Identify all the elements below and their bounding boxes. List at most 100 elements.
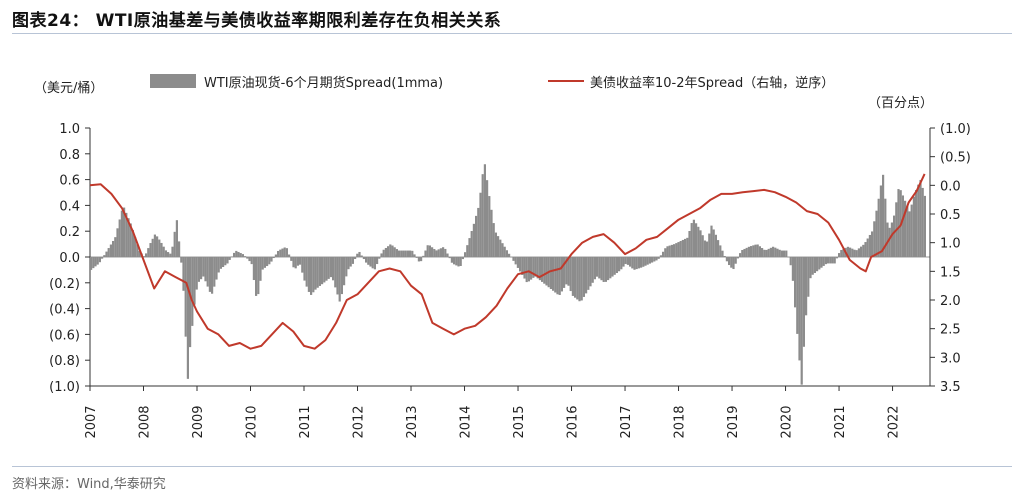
spread-bar bbox=[431, 247, 434, 257]
spread-bar bbox=[340, 257, 343, 295]
spread-bar bbox=[703, 240, 706, 257]
spread-bar bbox=[358, 251, 361, 257]
spread-bar bbox=[684, 238, 687, 257]
spread-bar bbox=[206, 257, 209, 287]
spread-bar bbox=[96, 257, 99, 265]
spread-bar bbox=[442, 247, 445, 257]
spread-bar bbox=[862, 244, 865, 257]
spread-bar bbox=[681, 239, 684, 257]
spread-bar bbox=[439, 248, 442, 257]
spread-bar bbox=[380, 253, 383, 257]
axes: 1.0 0.8 0.6 0.4 0.2 0.0 (0.2) (0.4) (0.6) (0.8) (1… bbox=[49, 122, 971, 439]
spread-bar bbox=[776, 248, 779, 257]
left-axis-tick-label: 1.0 bbox=[59, 122, 80, 137]
legend-bar-swatch bbox=[150, 74, 196, 88]
spread-bar bbox=[615, 257, 618, 274]
spread-bar bbox=[721, 250, 724, 257]
spread-bar bbox=[910, 204, 913, 257]
spread-bar bbox=[813, 257, 816, 273]
spread-bar bbox=[323, 257, 326, 283]
spread-bar bbox=[296, 257, 299, 266]
spread-bar bbox=[424, 250, 427, 257]
spread-bar bbox=[734, 257, 737, 264]
spread-bar bbox=[343, 257, 346, 286]
spread-bar bbox=[156, 236, 159, 257]
spread-bar bbox=[413, 254, 416, 257]
spread-bar bbox=[307, 257, 310, 292]
spread-bar bbox=[587, 257, 590, 290]
spread-bar bbox=[750, 246, 753, 257]
spread-bar bbox=[351, 257, 354, 264]
spread-bar bbox=[829, 257, 832, 264]
spread-bar bbox=[486, 180, 489, 257]
spread-bar bbox=[239, 253, 242, 257]
spread-bar bbox=[481, 174, 484, 257]
spread-bar bbox=[761, 248, 764, 257]
spread-bar bbox=[219, 257, 222, 269]
left-axis-tick-label: (0.6) bbox=[49, 328, 80, 343]
spread-bar bbox=[840, 249, 843, 257]
spread-bar bbox=[406, 250, 409, 257]
spread-bar bbox=[809, 257, 812, 279]
spread-bar bbox=[706, 241, 709, 257]
spread-bar bbox=[686, 237, 689, 257]
spread-bar bbox=[266, 257, 269, 267]
spread-bar bbox=[345, 257, 348, 277]
spread-bar bbox=[897, 189, 900, 257]
spread-bar bbox=[644, 257, 647, 266]
spread-bar bbox=[197, 257, 200, 282]
spread-bar bbox=[461, 257, 464, 260]
spread-bar bbox=[167, 252, 170, 257]
spread-bar bbox=[501, 243, 504, 257]
x-axis-tick-label: 2021 bbox=[833, 405, 848, 438]
spread-bar bbox=[208, 257, 211, 292]
spread-bar bbox=[494, 232, 497, 257]
spread-bar bbox=[145, 253, 148, 257]
legend-bar-label: WTI原油现货-6个月期货Spread(1mma) bbox=[204, 75, 443, 91]
x-axis-tick-label: 2015 bbox=[512, 405, 527, 438]
spread-bar bbox=[857, 248, 860, 257]
spread-bar bbox=[450, 257, 453, 263]
spread-bar bbox=[822, 257, 825, 266]
spread-bar bbox=[611, 257, 614, 277]
spread-bar bbox=[395, 249, 398, 257]
spread-bar bbox=[901, 195, 904, 257]
spread-bar bbox=[235, 250, 238, 257]
spread-bar bbox=[123, 207, 126, 257]
spread-bar bbox=[510, 257, 513, 258]
spread-bar bbox=[446, 253, 449, 257]
spread-bar bbox=[620, 257, 623, 270]
spread-bar bbox=[420, 257, 423, 262]
spread-bar bbox=[228, 257, 231, 260]
spread-bar bbox=[855, 250, 858, 257]
spread-bar bbox=[142, 256, 145, 257]
spread-bar bbox=[732, 257, 735, 270]
x-axis-tick-label: 2008 bbox=[138, 405, 153, 438]
spread-bar bbox=[378, 257, 381, 259]
spread-bar bbox=[604, 257, 607, 282]
spread-bar bbox=[833, 257, 836, 264]
x-axis-tick-label: 2019 bbox=[726, 405, 741, 438]
spread-bar bbox=[758, 246, 761, 257]
spread-bar bbox=[545, 257, 548, 286]
spread-bar bbox=[563, 257, 566, 288]
spread-bar bbox=[92, 257, 95, 269]
spread-bar bbox=[648, 257, 651, 264]
spread-bar bbox=[827, 257, 830, 264]
spread-bar bbox=[593, 257, 596, 280]
right-axis-tick-label: 1.5 bbox=[940, 265, 961, 280]
right-axis-tick-label: (1.0) bbox=[940, 122, 971, 137]
spread-bar bbox=[178, 241, 181, 257]
spread-bar bbox=[754, 244, 757, 257]
spread-bar bbox=[580, 257, 583, 301]
spread-bar bbox=[811, 257, 814, 275]
spread-bar bbox=[884, 198, 887, 257]
spread-bar bbox=[882, 174, 885, 257]
spread-bar bbox=[213, 257, 216, 287]
spread-bar bbox=[879, 185, 882, 257]
spread-bar bbox=[191, 257, 194, 326]
spread-bar bbox=[373, 257, 376, 270]
spread-bar bbox=[160, 242, 163, 257]
spread-bar bbox=[802, 257, 805, 347]
spread-bar bbox=[800, 257, 803, 385]
